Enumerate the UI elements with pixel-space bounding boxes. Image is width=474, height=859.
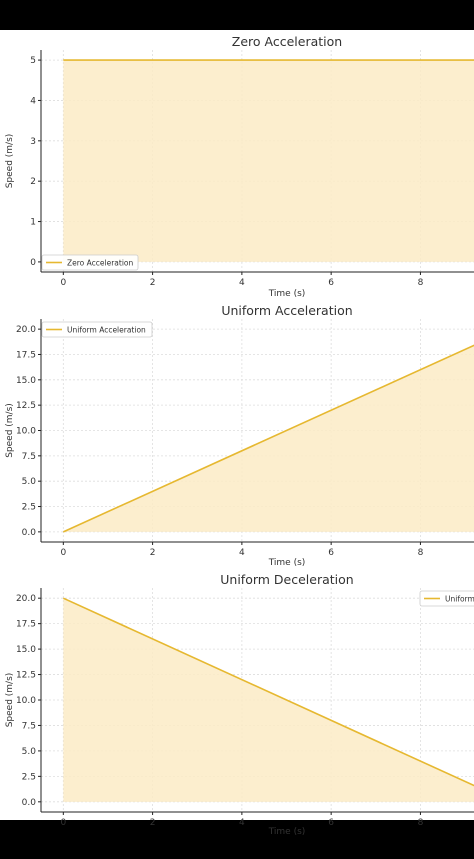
y-tick-label: 15.0 [16,645,36,655]
chart-title: Zero Acceleration [232,34,342,49]
legend: Uniform Deceleration [419,590,474,607]
x-tick-label: 2 [150,278,156,288]
legend: Zero Acceleration [41,254,139,271]
y-axis-label: Speed (m/s) [5,134,15,189]
legend-box [41,321,153,338]
y-tick-label: 20.0 [16,325,36,335]
y-tick-label: 3 [30,137,36,147]
x-tick-label: 2 [150,548,156,558]
y-tick-label: 5.0 [22,747,37,757]
legend-label: Uniform Acceleration [67,326,146,335]
y-tick-label: 2.5 [22,503,36,513]
subplot-3: 0 2 4 6 8 0.0 2.5 5.0 7.5 10.0 12.5 15.0 17.5 20.0 Uni… [5,572,474,837]
y-tick-label: 15.0 [16,376,36,386]
x-tick-label: 0 [60,548,66,558]
series-area [63,598,474,802]
y-tick-label: 10.0 [16,427,36,437]
y-tick-label: 20.0 [16,594,36,604]
y-tick-label: 17.5 [16,350,36,360]
series-line [62,344,474,533]
y-tick-label: 7.5 [22,721,36,731]
series-group [62,597,474,802]
x-axis-label: Time (s) [268,558,306,568]
subplot-2: 0 2 4 6 8 0.0 2.5 5.0 7.5 10.0 12.5 15.0 17.5 20.0 Uni… [5,303,474,568]
legend: Uniform Acceleration [41,321,153,338]
x-tick-label: 8 [418,818,424,828]
series-area [63,60,474,262]
y-tick-label: 0.0 [22,528,37,538]
x-tick-label: 8 [418,278,424,288]
x-tick-label: 4 [239,818,245,828]
y-axis-label: Speed (m/s) [5,673,15,728]
x-axis-label: Time (s) [268,289,306,299]
chart-title: Uniform Acceleration [221,303,352,318]
chart-title: Uniform Deceleration [220,572,353,587]
y-tick-label: 2.5 [22,772,36,782]
x-tick-label: 6 [328,548,334,558]
x-tick-label: 6 [328,818,334,828]
y-tick-label: 1 [30,218,36,228]
x-tick-label: 6 [328,278,334,288]
y-tick-label: 12.5 [16,671,36,681]
x-tick-label: 2 [150,818,156,828]
x-axis-label: Time (s) [268,827,306,837]
x-tick-label: 0 [60,818,66,828]
y-tick-label: 0 [30,258,36,268]
series-group [62,344,474,533]
y-tick-label: 5 [30,56,36,66]
series-line [62,597,474,787]
y-tick-label: 12.5 [16,401,36,411]
legend-label: Zero Acceleration [67,259,133,268]
y-tick-label: 7.5 [22,452,36,462]
y-tick-label: 10.0 [16,696,36,706]
legend-box [41,254,139,271]
legend-box [419,590,474,607]
y-tick-label: 2 [30,177,36,187]
x-tick-label: 4 [239,278,245,288]
y-tick-label: 5.0 [22,477,37,487]
y-tick-label: 17.5 [16,620,36,630]
x-tick-label: 0 [60,278,66,288]
y-tick-label: 0.0 [22,798,37,808]
y-tick-label: 4 [30,96,36,106]
x-tick-label: 4 [239,548,245,558]
x-tick-label: 8 [418,548,424,558]
subplot-1: 0 2 4 6 8 0 1 2 3 4 5 Zero Acceleration Time (s) Spee… [5,34,474,299]
series-group [63,59,474,262]
legend-label: Uniform Deceleration [445,595,474,604]
y-axis-label: Speed (m/s) [5,403,15,458]
